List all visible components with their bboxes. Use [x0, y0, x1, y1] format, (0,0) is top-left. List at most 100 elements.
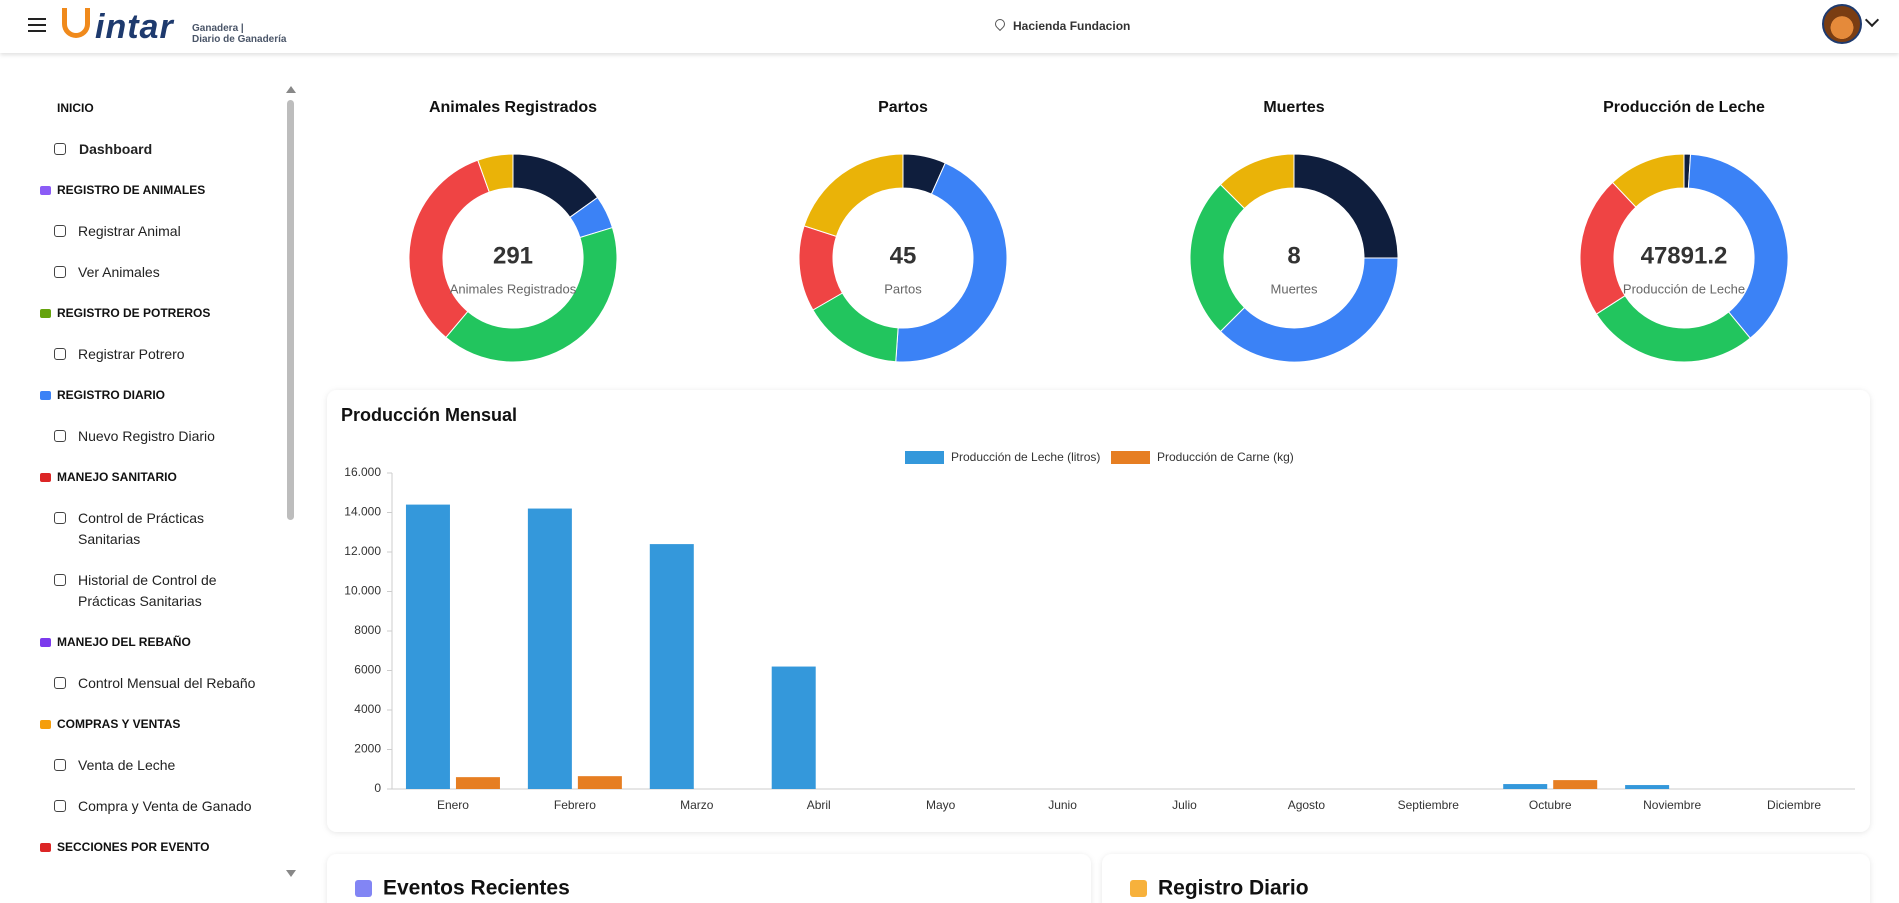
sidebar-item[interactable]: Compra y Venta de Ganado: [0, 786, 260, 827]
location[interactable]: Hacienda Fundacion: [1013, 19, 1131, 33]
scroll-down[interactable]: [286, 870, 296, 877]
item-icon: [54, 266, 66, 278]
user-menu-toggle[interactable]: [1864, 12, 1880, 28]
sidebar-section: COMPRAS Y VENTAS: [0, 704, 285, 745]
donut-segment: [1189, 183, 1246, 333]
item-icon: [54, 512, 66, 524]
donut-segment: [477, 153, 514, 193]
item-icon: [54, 348, 66, 360]
donut-segment: [408, 159, 490, 339]
brand-subtitle: Ganadera |: [192, 23, 244, 34]
donut-segment: [1219, 257, 1399, 363]
item-icon: [54, 800, 66, 812]
sidebar-section: REGISTRO DE ANIMALES: [0, 170, 285, 211]
panel-card: [1102, 854, 1870, 903]
item-label: Control de Prácticas Sanitarias: [78, 510, 205, 547]
section-title: SECCIONES POR EVENTO: [57, 840, 210, 854]
item-label: Compra y Venta de Ganado: [78, 798, 252, 814]
item-label: Ver Animales: [78, 264, 160, 280]
bar: [455, 777, 500, 789]
sidebar-item[interactable]: Historial de Control de Prácticas Sanita…: [0, 560, 260, 622]
top-bar: intar Ganadera | Diario de Ganadería Hac…: [0, 0, 1899, 53]
x-tick-label: Junio: [1048, 798, 1077, 812]
section-title: REGISTRO DE ANIMALES: [57, 183, 206, 197]
x-tick-label: Octubre: [1529, 798, 1572, 812]
bar: [1625, 785, 1670, 789]
section-icon: [40, 309, 51, 318]
scrollbar[interactable]: [287, 100, 294, 520]
section-icon: [40, 186, 51, 195]
sidebar-item[interactable]: Control Mensual del Rebaño: [0, 663, 260, 704]
item-label: Dashboard: [79, 141, 153, 157]
chart-title: Animales Registrados: [429, 99, 597, 116]
donut-segment: [1687, 153, 1789, 339]
y-tick-label: 4000: [354, 702, 381, 716]
section-icon: [40, 104, 51, 113]
chart-title: Producción Mensual: [341, 405, 517, 425]
sidebar-item[interactable]: Dashboard: [0, 129, 260, 170]
chart-card: [327, 390, 1870, 832]
panel-title: Eventos Recientes: [383, 877, 570, 900]
donut-center-label: Partos: [884, 281, 922, 296]
x-tick-label: Noviembre: [1643, 798, 1701, 812]
location-icon: [992, 16, 1008, 32]
item-label: Nuevo Registro Diario: [78, 428, 215, 444]
menu-button[interactable]: [28, 18, 46, 20]
sidebar-item[interactable]: Control de Prácticas Sanitarias: [0, 498, 260, 560]
logo-icon: [62, 8, 90, 38]
donut-segment: [1611, 153, 1685, 208]
section-icon: [40, 843, 51, 852]
chart-title: Partos: [878, 99, 928, 116]
donut-center-label: Muertes: [1271, 281, 1318, 296]
y-tick-label: 6000: [354, 663, 381, 677]
donut-center-value: 8: [1287, 242, 1300, 269]
bar: [527, 508, 572, 789]
item-label: Registrar Animal: [78, 223, 181, 239]
sidebar-section: MANEJO DEL REBAÑO: [0, 622, 285, 663]
sidebar-section: SECCIONES POR EVENTO: [0, 827, 285, 868]
donut-segment: [445, 226, 618, 363]
scroll-up[interactable]: [286, 86, 296, 93]
bar: [405, 504, 450, 789]
x-tick-label: Septiembre: [1398, 798, 1460, 812]
sidebar-item[interactable]: Nuevo Registro Diario: [0, 416, 260, 457]
donut-segment: [1595, 295, 1751, 363]
donut-segment: [1293, 153, 1399, 259]
user-avatar[interactable]: [1822, 4, 1862, 44]
sidebar-item[interactable]: Ver Animales: [0, 252, 260, 293]
bar: [771, 666, 816, 789]
donut-center-label: Producción de Leche: [1623, 281, 1745, 296]
section-title: MANEJO DEL REBAÑO: [57, 635, 191, 649]
item-icon: [54, 143, 66, 155]
sidebar-item[interactable]: Registrar Potrero: [0, 334, 260, 375]
sidebar-item[interactable]: Venta de Leche: [0, 745, 260, 786]
y-tick-label: 10.000: [344, 584, 381, 598]
item-icon: [54, 574, 66, 586]
brand: intar: [95, 8, 174, 46]
donut-segment: [1219, 153, 1295, 210]
item-label: Control Mensual del Rebaño: [78, 675, 256, 691]
x-tick-label: Agosto: [1288, 798, 1326, 812]
section-icon: [40, 638, 51, 647]
donut-center-label: Animales Registrados: [450, 281, 577, 296]
section-title: REGISTRO DIARIO: [57, 388, 166, 402]
sidebar-item[interactable]: Registrar Animal: [0, 211, 260, 252]
panel-icon: [1130, 880, 1147, 897]
y-tick-label: 14.000: [344, 505, 381, 519]
sidebar-section: REGISTRO DIARIO: [0, 375, 285, 416]
y-tick-label: 0: [374, 781, 381, 795]
x-tick-label: Julio: [1172, 798, 1197, 812]
bar: [1553, 780, 1598, 789]
donut-segment: [803, 153, 904, 237]
bar: [577, 776, 622, 789]
sidebar-section: REGISTRO DE POTREROS: [0, 293, 285, 334]
x-tick-label: Diciembre: [1767, 798, 1821, 812]
panel-title: Registro Diario: [1158, 877, 1309, 900]
donut-segment: [895, 162, 1008, 363]
item-label: Historial de Control de Prácticas Sanita…: [78, 572, 217, 609]
donut-segment: [812, 292, 899, 363]
sidebar-section: MANEJO SANITARIO: [0, 457, 285, 498]
y-tick-label: 12.000: [344, 544, 381, 558]
